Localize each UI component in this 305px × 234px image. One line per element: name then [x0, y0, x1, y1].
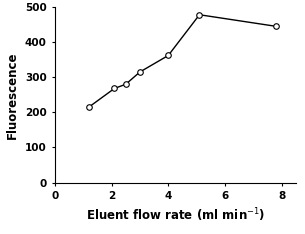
Y-axis label: Fluorescence: Fluorescence	[6, 51, 19, 139]
X-axis label: Eluent flow rate (ml min$^{-1}$): Eluent flow rate (ml min$^{-1}$)	[86, 206, 265, 224]
